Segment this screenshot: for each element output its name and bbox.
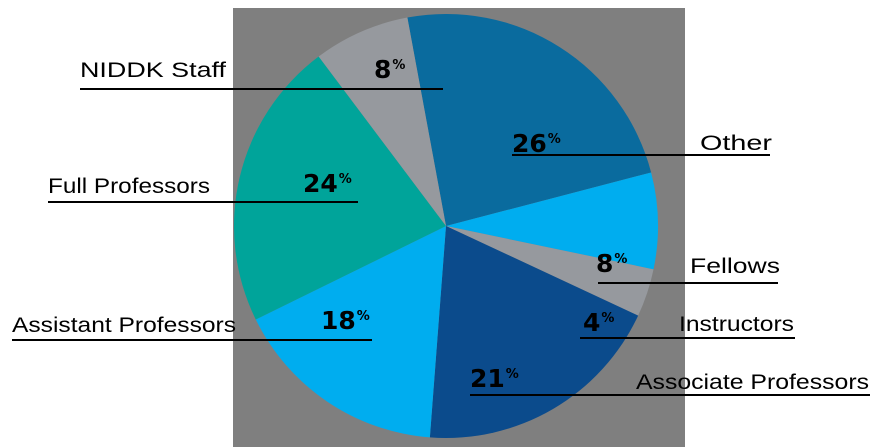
pie-slice-instructors [446, 226, 654, 316]
slice-label-fellows: Fellows [690, 255, 780, 278]
pie-slice-associate-professors [429, 226, 639, 438]
pie-slice-full-professors [234, 56, 446, 320]
data-label-niddk-staff: 8% [374, 55, 405, 84]
slice-label-niddk-staff: NIDDK Staff [80, 59, 226, 82]
slice-label-full-professors: Full Professors [48, 175, 210, 198]
data-label-fellows: 8% [596, 249, 627, 278]
slice-label-assistant-professors: Assistant Professors [12, 314, 236, 337]
slice-label-other: Other [700, 132, 772, 155]
pie-slice-niddk-staff [318, 17, 446, 227]
pie-slice-assistant-professors [255, 226, 446, 438]
pie-slice-fellows [446, 172, 658, 270]
slice-label-associate-professors: Associate Professors [636, 371, 869, 394]
data-label-full-professors: 24% [303, 169, 352, 198]
slice-label-instructors: Instructors [679, 313, 794, 336]
pie-slice-other [407, 13, 652, 226]
